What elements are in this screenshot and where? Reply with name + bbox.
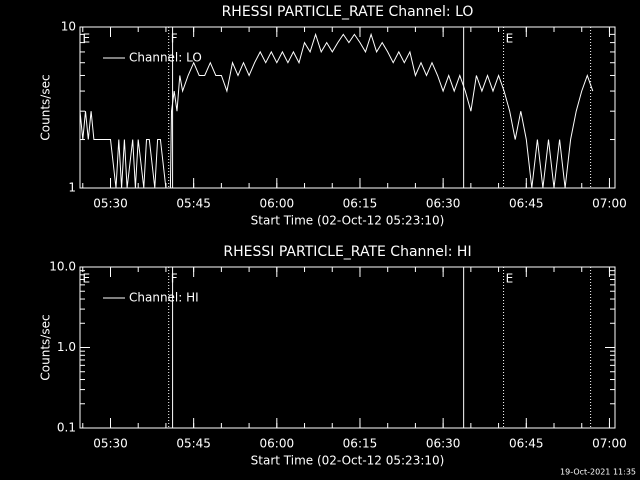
plot-frame — [79, 26, 616, 189]
y-tick-label: 1.0 — [57, 340, 76, 354]
x-tick-label: 06:45 — [509, 437, 544, 451]
y-axis-label: Counts/sec — [39, 314, 53, 380]
event-label: E — [83, 32, 91, 46]
event-label: E — [506, 32, 514, 46]
x-tick-label: 06:00 — [260, 197, 295, 211]
y-tick-label: 10.0 — [49, 260, 76, 274]
x-axis-label: Start Time (02-Oct-12 05:23:10) — [251, 454, 445, 468]
event-label: F — [171, 272, 178, 286]
x-tick-label: 05:30 — [93, 437, 128, 451]
chart-title: RHESSI PARTICLE_RATE Channel: HI — [223, 244, 471, 260]
x-tick-label: 06:15 — [343, 437, 378, 451]
footer-stamp: 19-Oct-2021 11:35 — [560, 468, 636, 477]
x-tick-label: 05:30 — [93, 197, 128, 211]
x-tick-label: 06:30 — [426, 197, 461, 211]
x-tick-label: 05:45 — [176, 437, 211, 451]
x-axis-label: Start Time (02-Oct-12 05:23:10) — [251, 214, 445, 228]
chart-title: RHESSI PARTICLE_RATE Channel: LO — [222, 4, 474, 20]
x-tick-label: 06:30 — [426, 437, 461, 451]
y-tick-label: 10 — [61, 20, 76, 34]
event-label: F — [171, 32, 178, 46]
y-tick-label: 0.1 — [57, 421, 76, 435]
data-line — [79, 32, 594, 189]
x-tick-label: 06:00 — [260, 437, 295, 451]
event-label: E — [83, 272, 91, 286]
legend-label: Channel: LO — [129, 51, 202, 65]
event-label: E — [506, 272, 514, 286]
y-axis-label: Counts/sec — [39, 74, 53, 140]
x-tick-label: 07:00 — [592, 197, 627, 211]
x-tick-label: 06:15 — [343, 197, 378, 211]
x-tick-label: 07:00 — [592, 437, 627, 451]
legend-label: Channel: HI — [129, 291, 199, 305]
y-tick-label: 1 — [68, 181, 76, 195]
x-tick-label: 05:45 — [176, 197, 211, 211]
x-tick-label: 06:45 — [509, 197, 544, 211]
